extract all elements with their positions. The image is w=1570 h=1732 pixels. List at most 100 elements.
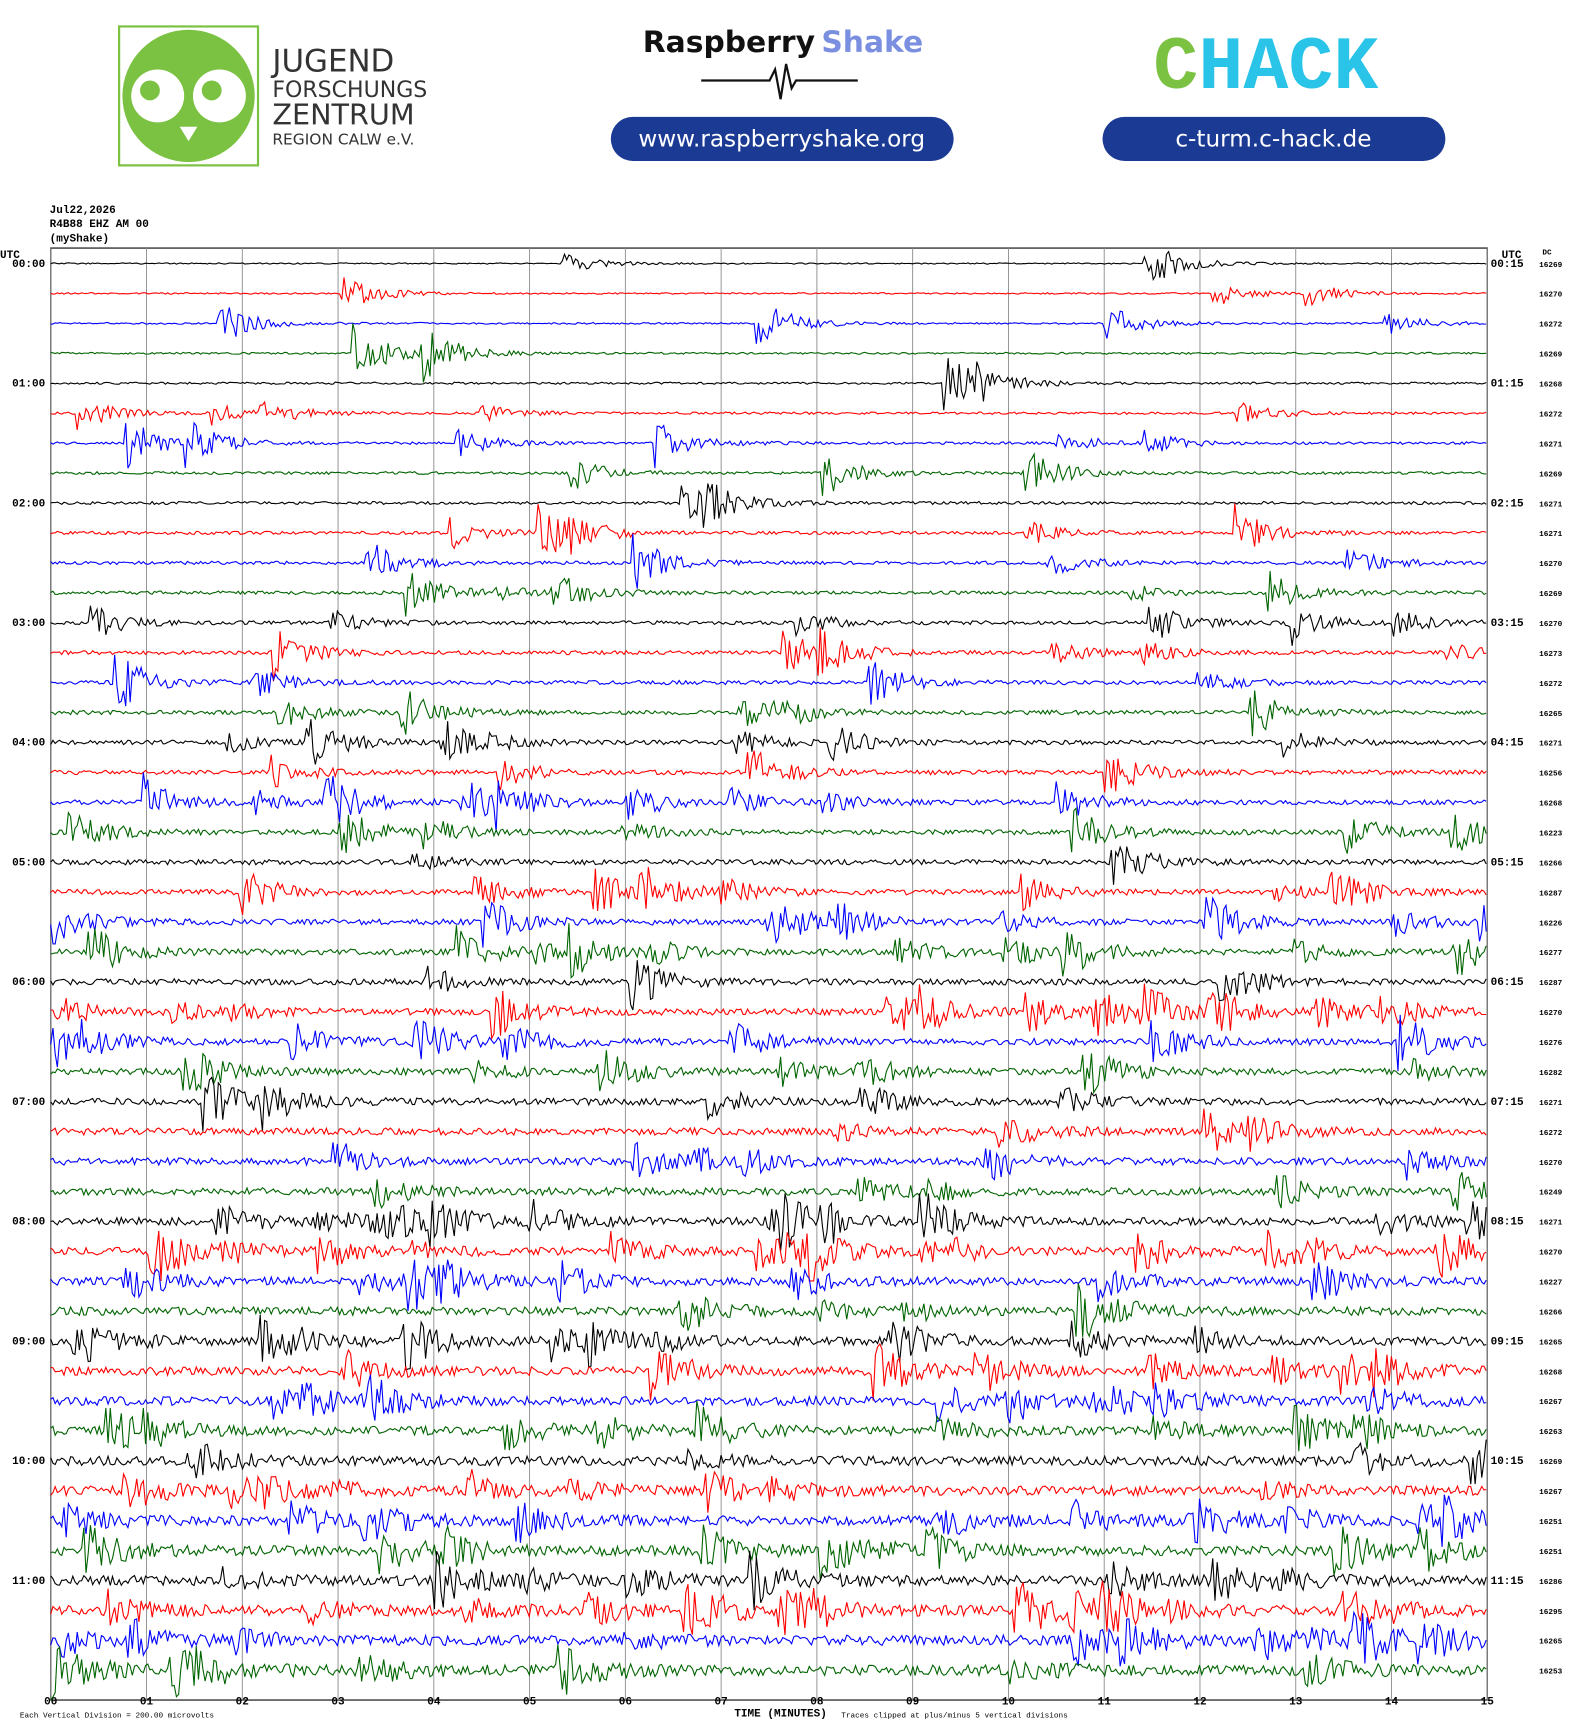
time-label: 08:00 xyxy=(12,1217,45,1229)
trace xyxy=(50,627,1487,682)
trace xyxy=(50,750,1487,793)
x-title: TIME (MINUTES) xyxy=(734,1709,827,1721)
footer-clip: Traces clipped at plus/minus 5 vertical … xyxy=(841,1713,1068,1721)
url: www.raspberryshake.org xyxy=(638,127,925,153)
dc-offset: 16226 xyxy=(1539,920,1562,928)
dc-offset: 16269 xyxy=(1539,471,1562,479)
x-tick-label: 08 xyxy=(810,1696,824,1708)
trace xyxy=(50,1141,1487,1181)
dc-offset: 16272 xyxy=(1539,1130,1562,1138)
trace xyxy=(50,307,1487,344)
dc-offset: 16268 xyxy=(1539,1369,1562,1377)
dc-offset: 16266 xyxy=(1539,860,1562,868)
dc-offset: 16268 xyxy=(1539,382,1562,390)
dc-offset: 16269 xyxy=(1539,352,1562,360)
time-label: 01:15 xyxy=(1491,379,1524,391)
logo-text: REGION CALW e.V. xyxy=(272,130,414,148)
dc-offset: 16276 xyxy=(1539,1040,1562,1048)
dc-offset: 16265 xyxy=(1539,1639,1562,1647)
trace xyxy=(50,1193,1487,1252)
dc-offset: 16265 xyxy=(1539,711,1562,719)
x-tick-label: 12 xyxy=(1193,1696,1206,1708)
x-tick-label: 14 xyxy=(1385,1696,1399,1708)
trace xyxy=(50,1524,1487,1581)
axis-title: UTC xyxy=(1502,250,1522,262)
dc-offset: 16295 xyxy=(1539,1609,1562,1617)
logo-wave xyxy=(701,63,858,100)
axis-title: UTC xyxy=(0,250,20,262)
trace xyxy=(50,323,1487,383)
url-pill xyxy=(610,116,954,161)
time-label: 08:15 xyxy=(1491,1217,1524,1229)
trace xyxy=(50,1644,1487,1701)
time-label: 03:00 xyxy=(12,618,45,630)
dc-offset: 16286 xyxy=(1539,1579,1562,1587)
time-label: 00:00 xyxy=(12,259,45,271)
trace xyxy=(50,483,1487,528)
dc-offset: 16268 xyxy=(1539,801,1562,809)
trace xyxy=(50,1229,1487,1282)
trace xyxy=(50,1259,1487,1312)
logo-word: Shake xyxy=(821,25,923,60)
logo-text: FORSCHUNGS xyxy=(272,78,427,103)
logo-text: JUGEND xyxy=(270,44,394,80)
dc-offset: 16251 xyxy=(1539,1549,1562,1557)
axis-title: DC xyxy=(1542,250,1552,258)
dc-offset: 16267 xyxy=(1539,1399,1562,1407)
dc-offset: 16251 xyxy=(1539,1519,1562,1527)
trace xyxy=(50,807,1487,854)
time-label: 05:15 xyxy=(1491,857,1524,869)
dc-offset: 16271 xyxy=(1539,1100,1562,1108)
x-tick-label: 11 xyxy=(1098,1696,1112,1708)
dc-offset: 16287 xyxy=(1539,980,1562,988)
dc-offset: 16270 xyxy=(1539,561,1562,569)
trace xyxy=(50,1342,1487,1401)
dc-offset: 16269 xyxy=(1539,1459,1562,1467)
logo-word: HACK xyxy=(1198,26,1378,111)
trace xyxy=(50,1610,1487,1667)
trace xyxy=(50,1014,1487,1072)
logo-owl xyxy=(122,29,255,163)
logo-word: Raspberry xyxy=(643,25,815,60)
trace xyxy=(50,654,1487,707)
dc-offset: 16227 xyxy=(1539,1280,1562,1288)
trace xyxy=(50,533,1487,589)
trace xyxy=(50,1314,1487,1371)
trace xyxy=(50,1400,1487,1452)
trace xyxy=(50,503,1487,555)
dc-offset: 16270 xyxy=(1539,1250,1562,1258)
trace xyxy=(50,358,1487,411)
dc-offset: 16267 xyxy=(1539,1489,1562,1497)
trace xyxy=(50,1076,1487,1132)
x-tick-label: 06 xyxy=(619,1696,632,1708)
dc-offset: 16271 xyxy=(1539,441,1562,449)
trace xyxy=(50,1108,1487,1152)
source: (myShake) xyxy=(50,233,110,245)
logo-pupil xyxy=(201,80,222,101)
dc-offset: 16272 xyxy=(1539,411,1562,419)
time-label: 01:00 xyxy=(12,379,45,391)
time-label: 11:15 xyxy=(1491,1576,1524,1588)
trace xyxy=(50,277,1487,307)
trace xyxy=(50,867,1487,916)
trace xyxy=(50,421,1487,469)
time-label: 00:15 xyxy=(1491,259,1524,271)
dc-offset: 16223 xyxy=(1539,831,1562,839)
dc-offset: 16273 xyxy=(1539,651,1562,659)
time-label: 05:00 xyxy=(12,857,45,869)
trace xyxy=(50,400,1487,431)
dc-offset: 16271 xyxy=(1539,501,1562,509)
time-label: 06:15 xyxy=(1491,977,1524,989)
x-tick-label: 00 xyxy=(44,1696,57,1708)
dc-offset: 16269 xyxy=(1539,591,1562,599)
dc-offset: 16266 xyxy=(1539,1309,1562,1317)
x-tick-label: 02 xyxy=(236,1696,249,1708)
footer-scale: Each Vertical Division = 200.00 microvol… xyxy=(20,1713,214,1721)
time-label: 06:00 xyxy=(12,977,45,989)
chack-logo: C HACK c-turm.c-hack.de xyxy=(1102,26,1446,161)
trace xyxy=(50,719,1487,765)
time-label: 11:00 xyxy=(12,1576,45,1588)
time-label: 07:00 xyxy=(12,1097,45,1109)
